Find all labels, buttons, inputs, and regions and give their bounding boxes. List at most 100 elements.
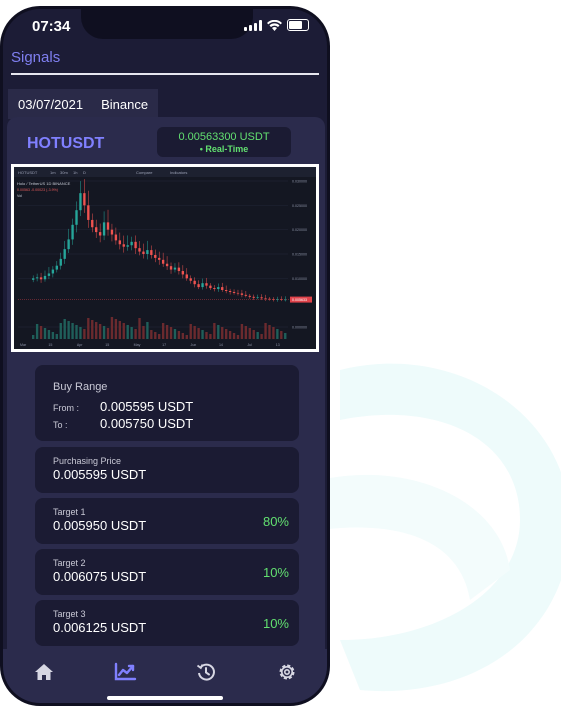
chart-compare-button[interactable]: Compare [136,170,153,175]
candle [173,267,177,270]
volume-bar [177,331,181,339]
chart-x-axis: Mar 15 Apr 15 May 17 Jun 14 Jul 13 [20,343,280,347]
y-tick-label: 0.025000 [292,204,307,208]
y-tick-label: 0.030000 [292,180,307,184]
volume-bar [248,328,251,339]
candle [217,287,220,290]
chart-interval-1h[interactable]: 1h [73,170,78,175]
volume-bar [264,323,267,339]
chart-toolbar: HOTUSDT 1m 30m 1h D Compare Indicators [14,167,316,177]
candle [193,280,196,285]
volume-bar [173,329,177,339]
volume-bar [51,332,55,339]
candle [154,254,157,258]
chart-y-axis: 0.030000 0.025000 0.020000 0.015000 0.010000… [290,180,312,330]
volume-bar [165,325,169,339]
volume-bar [114,319,118,339]
candle [260,297,263,299]
candle [248,295,251,297]
nav-home-button[interactable] [24,657,64,687]
signal-tab[interactable]: 03/07/2021 Binance [8,89,159,119]
background-swirl [320,363,561,692]
candle [205,283,208,286]
chart-canvas[interactable]: HOTUSDT 1m 30m 1h D Compare Indicators H… [14,167,316,349]
volume-bar [213,323,216,339]
status-icons [244,19,309,31]
candle [95,227,98,233]
candle [126,245,129,247]
candle [114,234,118,241]
candle [252,296,255,298]
price-chart[interactable]: HOTUSDT 1m 30m 1h D Compare Indicators H… [11,164,319,352]
volume-bar [98,324,102,339]
target-value: 0.006075 USDT [53,569,147,584]
candle [146,250,149,254]
candle [39,277,43,280]
chart-grid [18,180,290,328]
x-tick-label: May [134,343,141,347]
volume-bar [39,326,43,339]
volume-bar [205,332,208,339]
volume-bar [209,334,212,339]
volume-bar [221,327,224,339]
volume-bar [146,322,149,339]
volume-bar [142,326,145,339]
target-label: Target 1 [53,507,86,517]
y-tick-label: 0.015000 [292,253,307,257]
candlestick-chart: Holo / TetherUS 1D BINANCE 0.00563 -0.00… [17,179,312,347]
chart-icon [114,662,136,681]
history-icon [196,663,215,681]
volume-bar [256,332,259,339]
target-value: 0.005950 USDT [53,518,147,533]
volume-bar [240,324,244,339]
candle [280,299,283,300]
realtime-price-box: 0.00563300 USDT • Real-Time [157,127,291,157]
candle [284,299,287,301]
candle [75,210,78,225]
candle [130,241,133,246]
volume-bar [110,317,114,339]
target-percent: 80% [262,514,289,529]
last-price-label: 0.005633 [292,298,307,302]
volume-bar [169,327,173,339]
nav-signals-button[interactable] [105,657,145,687]
volume-bar [228,331,232,339]
candle [118,240,122,245]
status-time: 07:34 [32,18,71,35]
nav-history-button[interactable] [186,657,226,687]
app-screen: 07:34 Signals 03/07/2021 Binance HOTUSDT… [3,9,327,703]
y-tick-label: 0.020000 [292,228,307,232]
volume-bar [126,325,129,339]
candle [169,266,173,270]
volume-bar [272,327,275,339]
chart-interval-d[interactable]: D [83,170,86,175]
buy-range-card: Buy Range From : 0.005595 USDT To : 0.00… [35,365,299,441]
chart-indicators-button[interactable]: Indicators [170,170,188,175]
chart-interval-1m[interactable]: 1m [50,170,56,175]
target-card: Target 3 0.006125 USDT 10% [35,600,299,646]
chart-interval-30m[interactable]: 30m [60,170,68,175]
volume-bar [189,324,192,339]
home-icon [34,664,53,680]
candle [165,263,169,267]
price-status: • Real-Time [199,144,249,154]
x-tick-label: Mar [20,343,27,347]
candle [221,287,224,291]
home-indicator [107,696,223,700]
target-card: Target 1 0.005950 USDT 80% [35,498,299,544]
volume-bar [150,330,153,339]
volume-bar [75,325,78,339]
purchasing-value: 0.005595 USDT [53,467,147,482]
volume-bar [197,328,200,339]
volume-bar [158,334,161,339]
candle [228,290,232,292]
volume-bar [268,325,271,339]
volume-bar [260,334,263,339]
current-price: 0.00563300 USDT [178,131,270,143]
candle [32,278,35,280]
target-value: 0.006125 USDT [53,620,147,635]
volume-bar [236,335,240,339]
chart-legend: Holo / TetherUS 1D BINANCE [17,181,71,186]
device-notch [81,9,253,39]
nav-settings-button[interactable] [267,657,307,687]
